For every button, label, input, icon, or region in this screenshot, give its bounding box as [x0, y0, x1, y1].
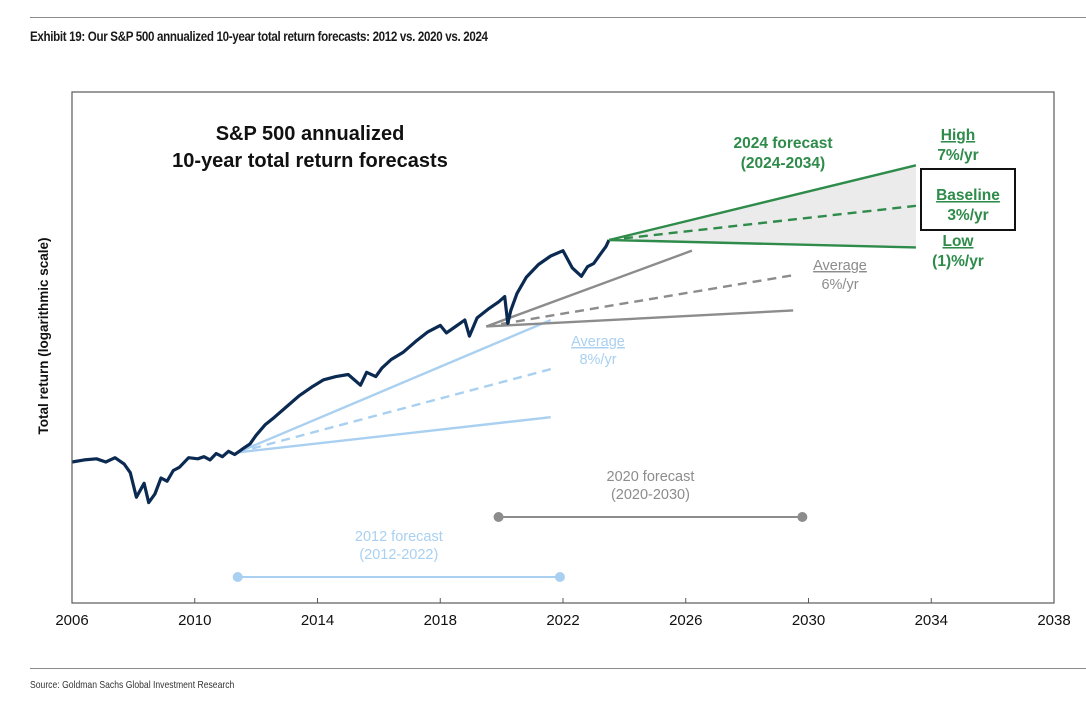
forecast-2020-low-line — [486, 309, 794, 328]
x-tick-label: 2010 — [178, 612, 211, 629]
exhibit-title: Exhibit 19: Our S&P 500 annualized 10-ye… — [30, 29, 488, 44]
forecast-layer — [237, 249, 794, 454]
timeline-layer — [232, 512, 808, 582]
forecast-2020-high-line — [485, 249, 693, 328]
timeline-2012-end-dot — [554, 572, 565, 582]
baseline-highlight-box — [920, 168, 1016, 231]
chart-title-line: 10-year total return forecasts — [172, 150, 448, 172]
forecast-2012-average-rate: 8%/yr — [579, 352, 616, 368]
x-tick-label: 2006 — [55, 612, 88, 629]
x-tick-label: 2030 — [792, 612, 825, 629]
forecast-2024-high-rate: 7%/yr — [937, 147, 978, 164]
x-tick-label: 2014 — [301, 612, 334, 629]
forecast-2024-layer — [608, 164, 917, 249]
sp500-price-line — [71, 239, 611, 505]
forecast-2020-average-label: Average — [813, 258, 867, 274]
timeline-2012-start-dot — [232, 572, 243, 582]
timeline-2020-period: (2020-2030) — [611, 487, 690, 503]
forecast-2020-average-rate: 6%/yr — [821, 277, 858, 293]
timeline-2012-period: (2012-2022) — [359, 547, 438, 563]
x-tick-label: 2022 — [546, 612, 579, 629]
top-rule — [30, 17, 1086, 18]
timeline-2012-label: 2012 forecast — [355, 529, 443, 545]
forecast-2012-average-label: Average — [571, 334, 625, 350]
forecast-2020-average-line — [486, 274, 794, 328]
timeline-2020-end-dot — [797, 512, 808, 522]
forecast-2024-high-line — [608, 164, 917, 242]
forecast-2024-low-label: Low — [943, 233, 975, 250]
source-note: Source: Goldman Sachs Global Investment … — [30, 679, 235, 691]
forecast-2024-baseline-label: Baseline — [936, 187, 1000, 204]
band-layer — [609, 165, 916, 248]
forecast-2024-baseline-line — [608, 204, 917, 242]
forecast-2024-band — [609, 165, 916, 248]
x-tick-label: 2038 — [1037, 612, 1070, 629]
forecast-2024-label: 2024 forecast — [733, 135, 832, 152]
forecast-2024-baseline-rate: 3%/yr — [947, 207, 988, 224]
forecast-2024-low-rate: (1)%/yr — [932, 253, 984, 270]
x-axis: 2006 2010 2014 2018 2022 2026 2030 2034 2038 — [55, 598, 1071, 629]
timeline-2020-label: 2020 forecast — [607, 469, 695, 485]
price-layer — [71, 239, 611, 505]
forecast-2012-average-line — [237, 367, 552, 454]
chart-title-line: S&P 500 annualized — [216, 123, 405, 145]
timeline-2020-start-dot — [493, 512, 504, 522]
y-axis-label: Total return (logarithmic scale) — [36, 237, 51, 434]
annotation-layer: Total return (logarithmic scale) S&P 500 … — [36, 123, 1016, 563]
forecast-2024-high-label: High — [941, 127, 975, 144]
forecast-2024-low-line — [609, 238, 916, 249]
forecast-2012-low-line — [237, 415, 551, 454]
forecast-2024-period: (2024-2034) — [741, 155, 825, 172]
x-tick-label: 2034 — [915, 612, 948, 629]
x-tick-label: 2026 — [669, 612, 702, 629]
forecast-2012-high-line — [237, 318, 552, 454]
x-tick-label: 2018 — [424, 612, 457, 629]
bottom-rule — [30, 668, 1086, 669]
